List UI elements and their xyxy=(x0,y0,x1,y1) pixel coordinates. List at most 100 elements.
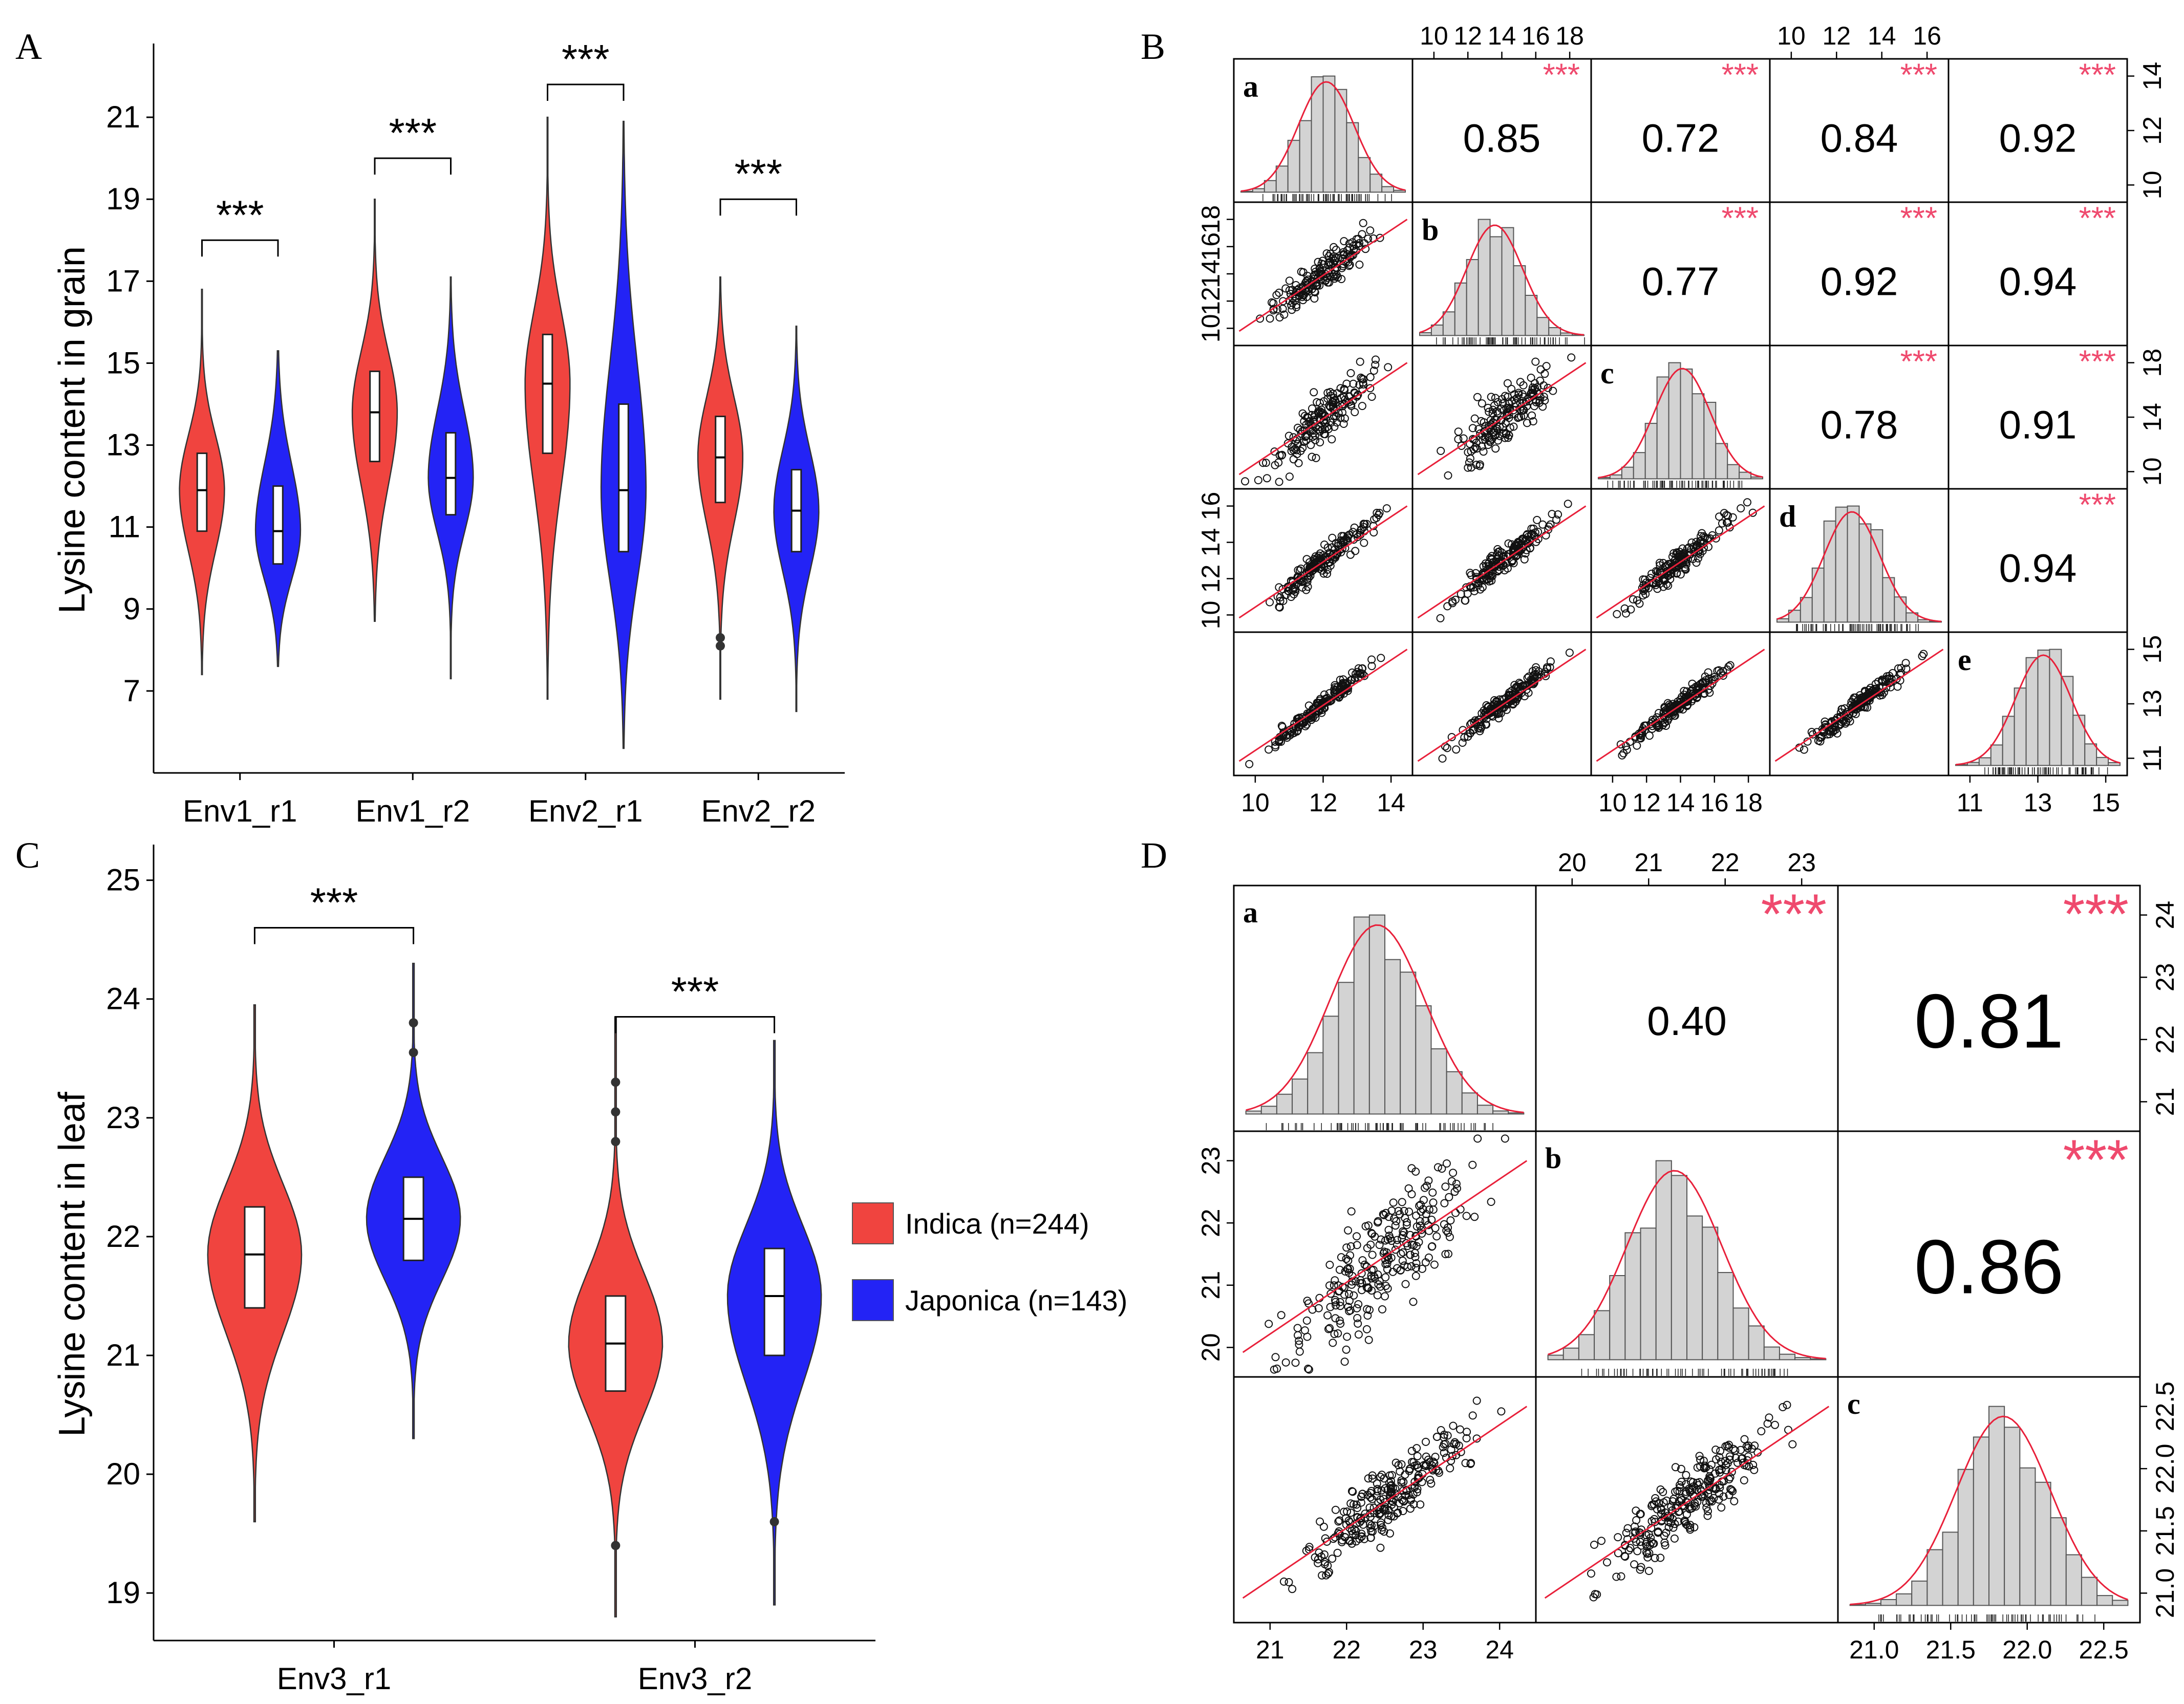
scatter-point xyxy=(1674,559,1682,568)
panel-d-scatter-matrix: a b c *** 0.40 *** 0.81 *** 0.86 20 21 22 23 21 22 23 24… xyxy=(1196,848,2179,1664)
scatter-point xyxy=(1362,1325,1371,1333)
axis-tick-label: 14 xyxy=(1196,260,1225,288)
scatter-point xyxy=(1815,734,1824,742)
histogram-bar xyxy=(1299,120,1312,193)
scatter-point xyxy=(1487,1198,1495,1206)
box-japonica xyxy=(445,432,457,516)
scatter-point xyxy=(1280,310,1289,319)
scatter-point xyxy=(1343,1332,1352,1341)
scatter-point xyxy=(1276,597,1284,606)
scatter-point xyxy=(1304,1365,1312,1373)
scatter-point xyxy=(1407,1164,1416,1173)
scatter-point xyxy=(1677,1464,1685,1473)
scatter-point xyxy=(1399,1507,1407,1515)
regression-line xyxy=(1417,505,1587,619)
density-curve xyxy=(1246,924,1524,1113)
histogram-bar xyxy=(2019,1467,2036,1606)
panel-b-scatter-matrix: abcde***0.85***0.72***0.84***0.92***0.77… xyxy=(1196,21,2167,817)
scatter-point xyxy=(1386,1234,1395,1243)
scatter-point xyxy=(1567,353,1576,362)
scatter-point xyxy=(1529,671,1538,679)
scatter-point xyxy=(1881,678,1890,686)
axis-tick-label: 23 xyxy=(1409,1635,1438,1664)
axis-tick-label: 14 xyxy=(2138,62,2167,91)
histogram-bar xyxy=(1870,529,1883,623)
scatter-point xyxy=(1404,1491,1413,1499)
density-curve xyxy=(1850,1415,2128,1605)
histogram-bar xyxy=(1415,1005,1432,1115)
scatter-point xyxy=(1324,1325,1333,1333)
scatter-point xyxy=(1655,558,1664,567)
histogram-bar xyxy=(1322,75,1336,193)
scatter-point xyxy=(1438,754,1447,763)
scatter-point xyxy=(1528,389,1537,398)
axis-tick-label: 22.0 xyxy=(2002,1635,2052,1664)
axis-tick-label: 22 xyxy=(1196,1209,1225,1237)
scatter-point xyxy=(1340,1290,1348,1299)
x-tick-label: Env2_r1 xyxy=(528,794,643,828)
scatter-point xyxy=(1807,728,1816,736)
scatter-point xyxy=(1379,1505,1388,1514)
regression-line xyxy=(1417,649,1587,762)
histogram-bar xyxy=(2072,715,2086,766)
scatter-point xyxy=(1384,1511,1393,1520)
scatter-point xyxy=(1464,463,1472,472)
scatter-point xyxy=(1444,471,1452,480)
correlation-value: 0.91 xyxy=(1999,402,2077,447)
y-tick-label: 19 xyxy=(106,1576,140,1610)
histogram-bar xyxy=(1442,311,1455,336)
scatter-point xyxy=(1412,1444,1421,1453)
histogram-bar xyxy=(1880,1599,1897,1606)
scatter-point xyxy=(1357,1498,1365,1507)
scatter-point xyxy=(1680,686,1688,695)
scatter-point xyxy=(1531,384,1539,393)
scatter-point xyxy=(1441,1182,1450,1191)
scatter-point xyxy=(1421,1183,1429,1192)
scatter-point xyxy=(1352,1500,1361,1509)
correlation-significance: *** xyxy=(2079,488,2116,523)
scatter-point xyxy=(1289,433,1298,442)
y-tick-label: 21 xyxy=(106,1338,140,1372)
scatter-point xyxy=(1533,671,1541,680)
density-curve xyxy=(1419,224,1585,336)
axis-tick-label: 14 xyxy=(1868,21,1896,50)
scatter-point xyxy=(1485,407,1493,416)
scatter-point xyxy=(1321,276,1330,285)
scatter-point xyxy=(1438,1164,1446,1173)
x-tick-label: Env1_r2 xyxy=(356,794,470,828)
variable-label: d xyxy=(1779,500,1796,533)
histogram-bar xyxy=(2112,1600,2129,1606)
scatter-point xyxy=(1495,547,1504,555)
scatter-point xyxy=(1312,454,1320,462)
y-tick-label: 23 xyxy=(106,1101,140,1135)
histogram-bar xyxy=(1739,471,1752,480)
histogram-bar xyxy=(1732,1307,1749,1361)
scatter-point xyxy=(1384,1225,1393,1234)
histogram-bar xyxy=(2108,762,2121,766)
histogram-bar xyxy=(2035,1481,2051,1606)
scatter-point xyxy=(1332,1301,1340,1310)
scatter-point xyxy=(1412,1211,1421,1220)
variable-label: b xyxy=(1422,213,1439,247)
density-curve xyxy=(1598,368,1763,479)
scatter-point xyxy=(1856,691,1864,700)
histogram-bar xyxy=(1548,327,1561,336)
scatter-point xyxy=(1326,1303,1335,1311)
scatter-point xyxy=(1302,436,1311,445)
scatter-point xyxy=(1688,684,1697,693)
scatter-point xyxy=(1509,422,1518,431)
scatter-point xyxy=(1664,571,1673,580)
scatter-point xyxy=(1314,1304,1323,1312)
scatter-point xyxy=(1533,515,1541,524)
scatter-point xyxy=(1347,251,1356,260)
scatter-point xyxy=(1480,427,1488,436)
scatter-point xyxy=(1322,1537,1331,1546)
histogram-bar xyxy=(1811,567,1825,623)
scatter-point xyxy=(1519,681,1528,690)
scatter-point xyxy=(1303,583,1312,591)
scatter-point xyxy=(1292,300,1301,309)
scatter-point xyxy=(1354,1330,1363,1339)
scatter-point xyxy=(1406,1504,1415,1513)
scatter-point xyxy=(1622,1528,1631,1537)
panel-letter-c: C xyxy=(15,835,40,876)
